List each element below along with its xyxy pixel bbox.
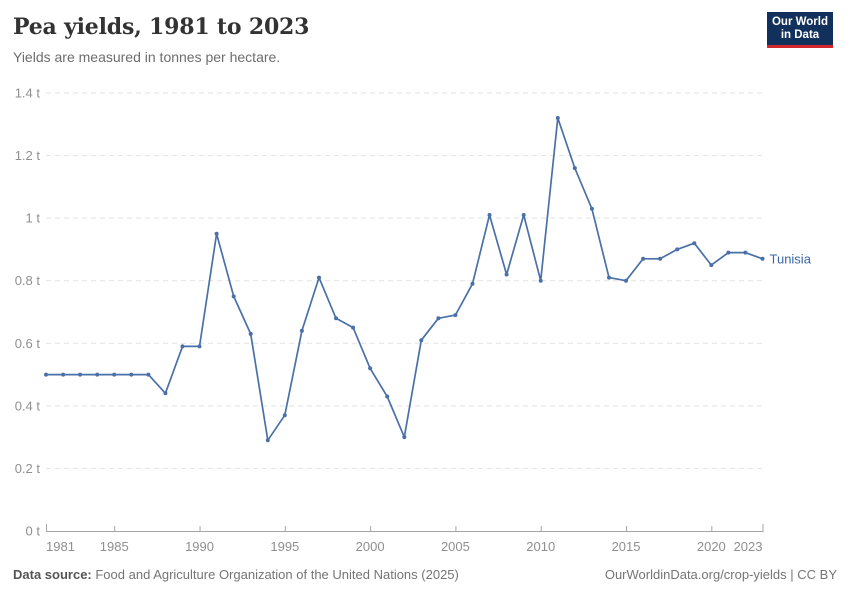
chart-footer: Data source: Food and Agriculture Organi…	[13, 567, 837, 582]
data-point[interactable]	[197, 344, 202, 349]
data-point[interactable]	[351, 325, 356, 330]
data-point[interactable]	[231, 294, 236, 299]
data-point[interactable]	[436, 316, 441, 321]
data-point[interactable]	[658, 256, 663, 261]
data-point[interactable]	[129, 372, 134, 377]
data-point[interactable]	[726, 250, 731, 255]
y-axis-tick-label: 0 t	[26, 524, 41, 539]
data-point[interactable]	[641, 256, 646, 261]
data-point[interactable]	[163, 391, 168, 396]
x-axis-tick-label: 2015	[612, 539, 641, 554]
chart-header: Pea yields, 1981 to 2023 Yields are meas…	[13, 14, 309, 65]
data-point[interactable]	[180, 344, 185, 349]
data-point[interactable]	[95, 372, 100, 377]
data-point[interactable]	[419, 338, 424, 343]
data-point[interactable]	[453, 313, 458, 318]
data-point[interactable]	[299, 328, 304, 333]
logo-line1: Our World	[771, 15, 828, 28]
series-end-label[interactable]: Tunisia	[770, 251, 812, 266]
data-point[interactable]	[607, 275, 611, 280]
data-point[interactable]	[214, 231, 219, 236]
x-axis-tick-label: 1995	[270, 539, 299, 554]
x-axis-tick-label: 1985	[100, 539, 129, 554]
data-point[interactable]	[589, 206, 594, 211]
y-axis-tick-label: 0.2 t	[15, 461, 41, 476]
x-axis-tick-label: 1990	[185, 539, 214, 554]
data-point[interactable]	[504, 272, 509, 277]
data-point[interactable]	[743, 250, 748, 255]
data-point[interactable]	[521, 213, 526, 217]
data-point[interactable]	[368, 366, 373, 371]
data-source: Data source: Food and Agriculture Organi…	[13, 567, 459, 582]
y-axis-tick-label: 1.4 t	[15, 86, 41, 101]
data-point[interactable]	[78, 372, 83, 377]
x-axis-tick-label: 2010	[526, 539, 555, 554]
data-point[interactable]	[44, 372, 48, 377]
data-point[interactable]	[692, 241, 697, 246]
data-point[interactable]	[760, 256, 765, 261]
data-point[interactable]	[385, 394, 390, 399]
data-point[interactable]	[538, 278, 543, 283]
y-axis-tick-label: 0.4 t	[15, 398, 41, 413]
x-axis-tick-label: 2005	[441, 539, 470, 554]
data-point[interactable]	[248, 331, 253, 336]
chart-subtitle: Yields are measured in tonnes per hectar…	[13, 49, 281, 65]
data-point[interactable]	[146, 372, 151, 377]
data-point[interactable]	[112, 372, 117, 377]
data-source-text: Food and Agriculture Organization of the…	[91, 567, 459, 582]
y-axis-tick-label: 0.6 t	[15, 336, 41, 351]
y-axis-tick-label: 1.2 t	[15, 148, 41, 163]
data-point[interactable]	[265, 438, 270, 443]
data-point[interactable]	[317, 275, 321, 280]
x-axis-tick-label: 2020	[697, 539, 726, 554]
logo-line2: in Data	[780, 28, 820, 41]
owid-logo[interactable]: Our World in Data	[767, 12, 833, 48]
data-point[interactable]	[61, 372, 66, 377]
series-line-tunisia[interactable]	[45, 117, 764, 442]
data-point[interactable]	[555, 116, 560, 120]
data-point[interactable]	[709, 263, 714, 268]
line-chart: 0 t 0.2 t 0.4 t 0.6 t 0.8 t 1 t 1.2 t 1.4 t 1981…	[15, 86, 812, 555]
credit-link[interactable]: OurWorldinData.org/crop-yields | CC BY	[604, 567, 837, 582]
data-point[interactable]	[470, 281, 475, 286]
data-point[interactable]	[402, 435, 407, 440]
y-axis-tick-label: 0.8 t	[15, 273, 41, 288]
x-axis-tick-label: 1981	[46, 539, 75, 554]
data-point[interactable]	[675, 247, 680, 252]
data-point[interactable]	[572, 166, 577, 171]
data-point[interactable]	[334, 316, 338, 321]
page-title: Pea yields, 1981 to 2023	[13, 14, 310, 40]
data-point[interactable]	[282, 413, 287, 418]
x-axis-tick-label: 2023	[734, 539, 763, 554]
data-point[interactable]	[624, 278, 628, 283]
data-source-label: Data source:	[13, 567, 92, 582]
data-point[interactable]	[487, 213, 492, 217]
y-axis-tick-label: 1 t	[26, 211, 41, 226]
x-axis-tick-label: 2000	[356, 539, 385, 554]
